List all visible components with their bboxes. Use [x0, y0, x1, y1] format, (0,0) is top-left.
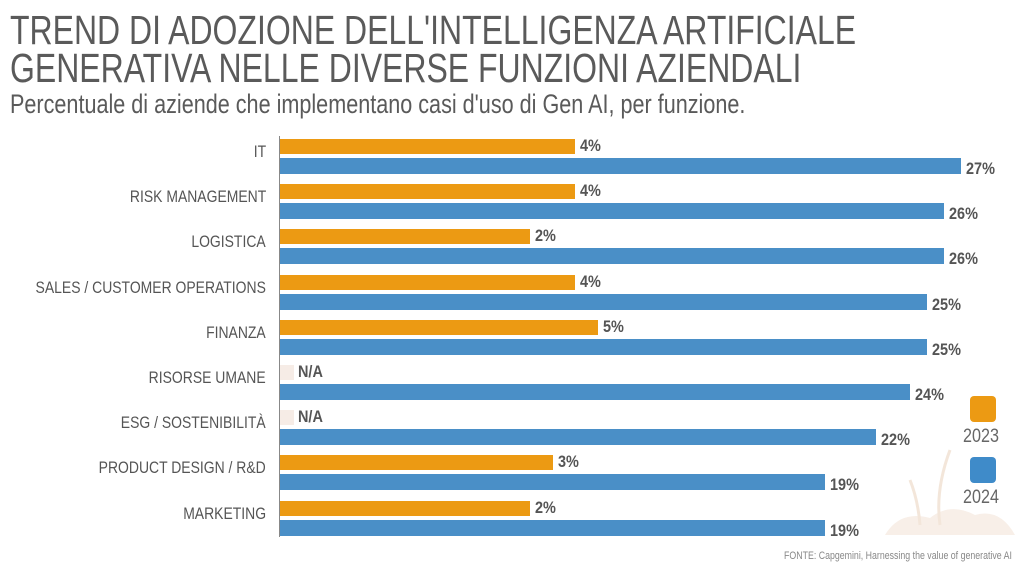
bar-2024: [280, 474, 825, 491]
data-label-2023: 2%: [535, 226, 556, 246]
data-label-2024: 19%: [830, 475, 859, 495]
subtitle: Percentuale di aziende che implementano …: [10, 89, 746, 119]
bar-2024: [280, 429, 876, 446]
bar-2024: [280, 248, 944, 265]
data-label-2023: N/A: [298, 362, 323, 381]
category-label: RISK MANAGEMENT: [129, 187, 266, 207]
data-label-2024: 27%: [966, 159, 995, 178]
bar-2023: [280, 139, 575, 154]
source-note: FONTE: Capgemini, Harnessing the value o…: [784, 550, 1012, 562]
bar-2023: [280, 500, 530, 516]
bar-2024: [280, 203, 944, 220]
category-label: RISORSE UMANE: [149, 368, 266, 387]
bar-2023: [280, 274, 575, 290]
category-label: ESG / SOSTENIBILITÀ: [121, 413, 266, 433]
data-label-2024: 24%: [915, 385, 944, 404]
data-label-2023: 4%: [580, 181, 601, 201]
title-line-1: TREND DI ADOZIONE DELL'INTELLIGENZA ARTI…: [10, 7, 857, 53]
bar-2023: [280, 410, 294, 426]
data-label-2023: 5%: [602, 316, 624, 336]
legend-swatch-2024: [970, 457, 996, 483]
legend-label-2023: 2023: [963, 426, 999, 447]
data-label-2024: 26%: [949, 249, 978, 269]
title-line-2: GENERATIVA NELLE DIVERSE FUNZIONI AZIEND…: [10, 45, 802, 91]
data-label-2024: 19%: [830, 520, 859, 540]
bar-2023: [280, 319, 598, 335]
data-label-2024: 22%: [881, 430, 910, 450]
data-label-2024: 25%: [932, 339, 961, 359]
data-label-2023: 2%: [535, 497, 556, 517]
decorative-plant-icon: [885, 449, 1015, 535]
bar-2024: [280, 384, 910, 400]
category-label: FINANZA: [206, 322, 266, 342]
data-label-2023: 4%: [580, 271, 601, 291]
bar-2023: [280, 455, 553, 471]
legend-swatch-2023: [970, 396, 996, 422]
category-label: LOGISTICA: [191, 232, 266, 252]
legend-label-2024: 2024: [963, 487, 999, 508]
category-label: PRODUCT DESIGN / R&D: [98, 458, 266, 478]
data-label-2023: 3%: [557, 452, 579, 472]
category-label: SALES / CUSTOMER OPERATIONS: [35, 277, 266, 297]
category-label: MARKETING: [183, 503, 266, 523]
bar-2024: [280, 519, 825, 536]
data-label-2023: 4%: [580, 136, 601, 155]
bar-2023: [280, 229, 530, 245]
bar-2023: [280, 365, 294, 380]
category-axis-line: [279, 136, 280, 537]
data-label-2023: N/A: [298, 407, 323, 427]
bar-2024: [280, 293, 927, 310]
bar-2024: [280, 338, 927, 355]
bar-2024: [280, 158, 961, 174]
category-label: IT: [253, 142, 266, 161]
data-label-2024: 25%: [932, 294, 961, 314]
data-label-2024: 26%: [949, 204, 978, 224]
bar-2023: [280, 184, 575, 200]
